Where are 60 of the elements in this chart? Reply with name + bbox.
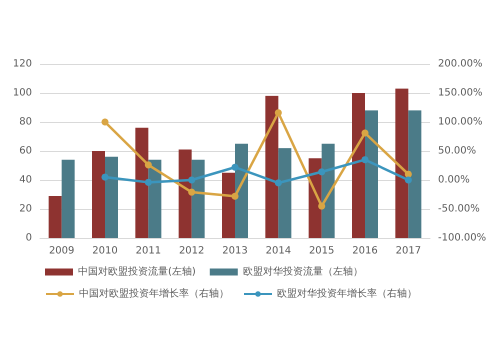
y2-tick-label: 0.00% [438,174,470,186]
bar [265,96,278,238]
point [362,130,368,137]
y-tick-label: 0 [26,232,32,244]
bar [192,160,205,238]
x-tick-label: 2015 [308,246,334,256]
legend-label: 中国对欧盟投资年增长率（右轴） [79,288,229,300]
bar [105,156,118,238]
point [318,202,326,210]
point [274,109,282,116]
point [404,170,412,178]
x-tick-label: 2017 [396,246,422,256]
bar [178,150,192,238]
y-tick-label: 20 [19,204,32,214]
x-tick-label: 2011 [136,246,162,256]
bar [92,151,105,238]
y-tick-label: 60 [19,146,32,156]
point [144,178,152,186]
bar [352,93,365,238]
legend-label: 欧盟对华投资年增长率（右轴） [277,288,417,300]
x-tick-label: 2014 [266,246,292,256]
point [232,192,238,200]
bar [62,160,75,238]
x-tick-label: 2016 [352,246,378,256]
y2-tick-label: 150.00% [438,88,482,98]
x-tick-label: 2009 [48,246,74,256]
y-tick-label: 40 [19,174,32,186]
y-tick-label: 120 [12,58,32,70]
point [102,118,108,126]
bar [48,196,62,238]
x-tick-label: 2013 [222,246,248,256]
point [404,176,412,184]
y2-tick-label: 100.00% [438,116,482,128]
point [232,164,238,171]
point [144,161,152,168]
legend-label: 中国对欧盟投资流量(左轴) [78,266,196,278]
bar [395,88,408,238]
bar [322,144,335,238]
x-tick-label: 2012 [178,246,204,256]
point [318,168,326,176]
point [188,188,196,196]
bar [135,128,148,238]
y2-tick-label: -50.00% [438,204,480,214]
y-tick-label: 80 [19,116,32,128]
bar [278,148,292,238]
x-tick-label: 2010 [92,246,118,256]
bar [365,110,378,238]
bar [408,110,422,238]
y2-tick-label: -100.00% [438,232,486,244]
y2-tick-label: 50.00% [438,146,476,156]
point [274,179,282,186]
legend-label: 欧盟对华投资流量（左轴） [242,266,363,278]
bar [235,144,248,238]
y-tick-label: 100 [12,88,32,98]
y2-tick-label: 200.00% [438,58,482,70]
bar [148,160,162,238]
bar [222,172,235,238]
point [102,174,108,181]
point [362,156,368,164]
point [188,176,196,184]
